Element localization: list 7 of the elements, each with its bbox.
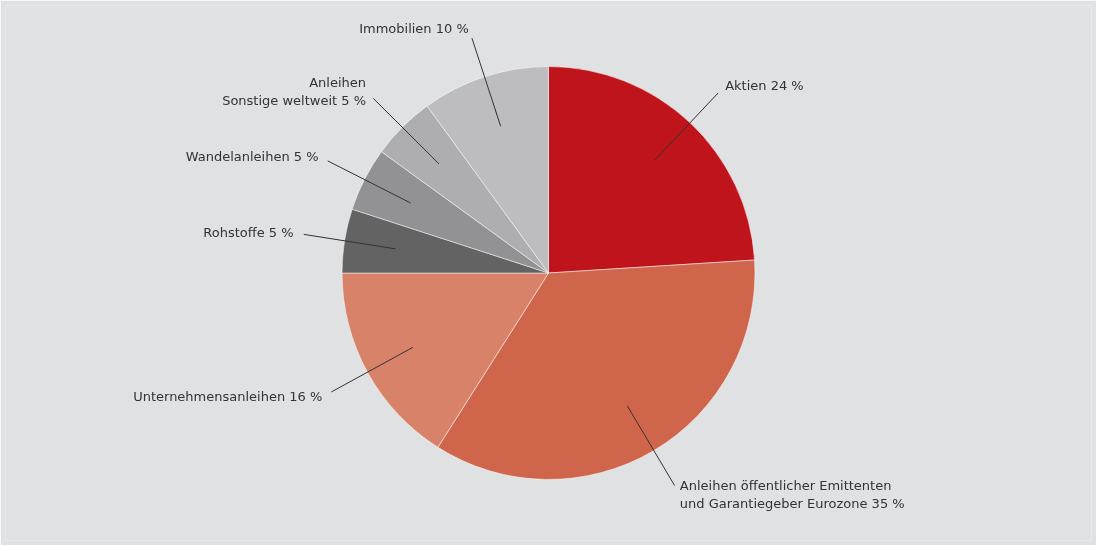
slice-label: Rohstoffe 5 %	[203, 225, 294, 241]
slice-label: Anleihen Sonstige weltweit 5 %	[222, 74, 367, 108]
slice-label: Wandelanleihen 5 %	[185, 148, 319, 164]
slice-label: Immobilien 10 %	[359, 20, 469, 36]
slice-label: Aktien 24 %	[725, 78, 804, 93]
slice-label: Unternehmensanleihen 16 %	[133, 389, 323, 405]
slice-label: Anleihen öffentlicher Emittenten und Garantiegeber Eurozone 35 %	[679, 477, 905, 511]
